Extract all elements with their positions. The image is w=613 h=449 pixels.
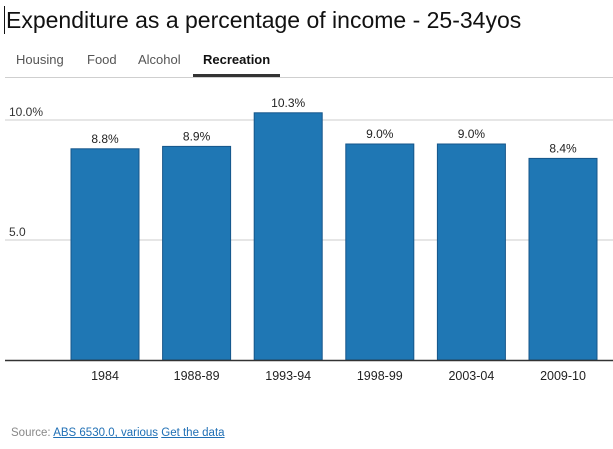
bar-value-label: 10.3% xyxy=(271,96,305,110)
x-tick-label: 1993-94 xyxy=(265,369,311,383)
source-line: Source: ABS 6530.0, various Get the data xyxy=(11,427,225,439)
bar-value-label: 8.4% xyxy=(549,141,577,155)
tab-alcohol[interactable]: Alcohol xyxy=(138,52,181,67)
bar-value-label: 9.0% xyxy=(458,127,486,141)
x-tick-label: 2009-10 xyxy=(540,369,586,383)
x-tick-label: 2003-04 xyxy=(448,369,494,383)
bar xyxy=(162,145,232,361)
bar-chart: 5.0 10.0% 8.8% 1984 8.9% 1988-89 10.3% 1993-94 9… xyxy=(5,96,613,383)
source-label: Source: xyxy=(11,427,51,439)
y-tick-label: 5.0 xyxy=(9,225,26,239)
x-tick-label: 1998-99 xyxy=(357,369,403,383)
x-tick-label: 1988-89 xyxy=(174,369,220,383)
y-tick-label: 10.0% xyxy=(9,105,43,119)
bar-value-label: 9.0% xyxy=(366,127,394,141)
bar-value-label: 8.9% xyxy=(183,129,211,143)
bar xyxy=(436,143,506,361)
tab-bar: Housing Food Alcohol Recreation xyxy=(5,46,613,78)
tab-housing[interactable]: Housing xyxy=(16,52,64,67)
bar xyxy=(70,148,140,361)
bar xyxy=(528,157,598,361)
x-tick-label: 1984 xyxy=(91,369,119,383)
tab-recreation[interactable]: Recreation xyxy=(193,46,281,77)
source-link[interactable]: ABS 6530.0, various xyxy=(53,427,159,439)
chart-title: Expenditure as a percentage of income - … xyxy=(4,6,522,34)
bar xyxy=(253,112,323,361)
bar-value-label: 8.8% xyxy=(91,132,119,146)
bar xyxy=(345,143,415,361)
get-data-link[interactable]: Get the data xyxy=(161,427,225,439)
tab-food[interactable]: Food xyxy=(87,52,117,67)
